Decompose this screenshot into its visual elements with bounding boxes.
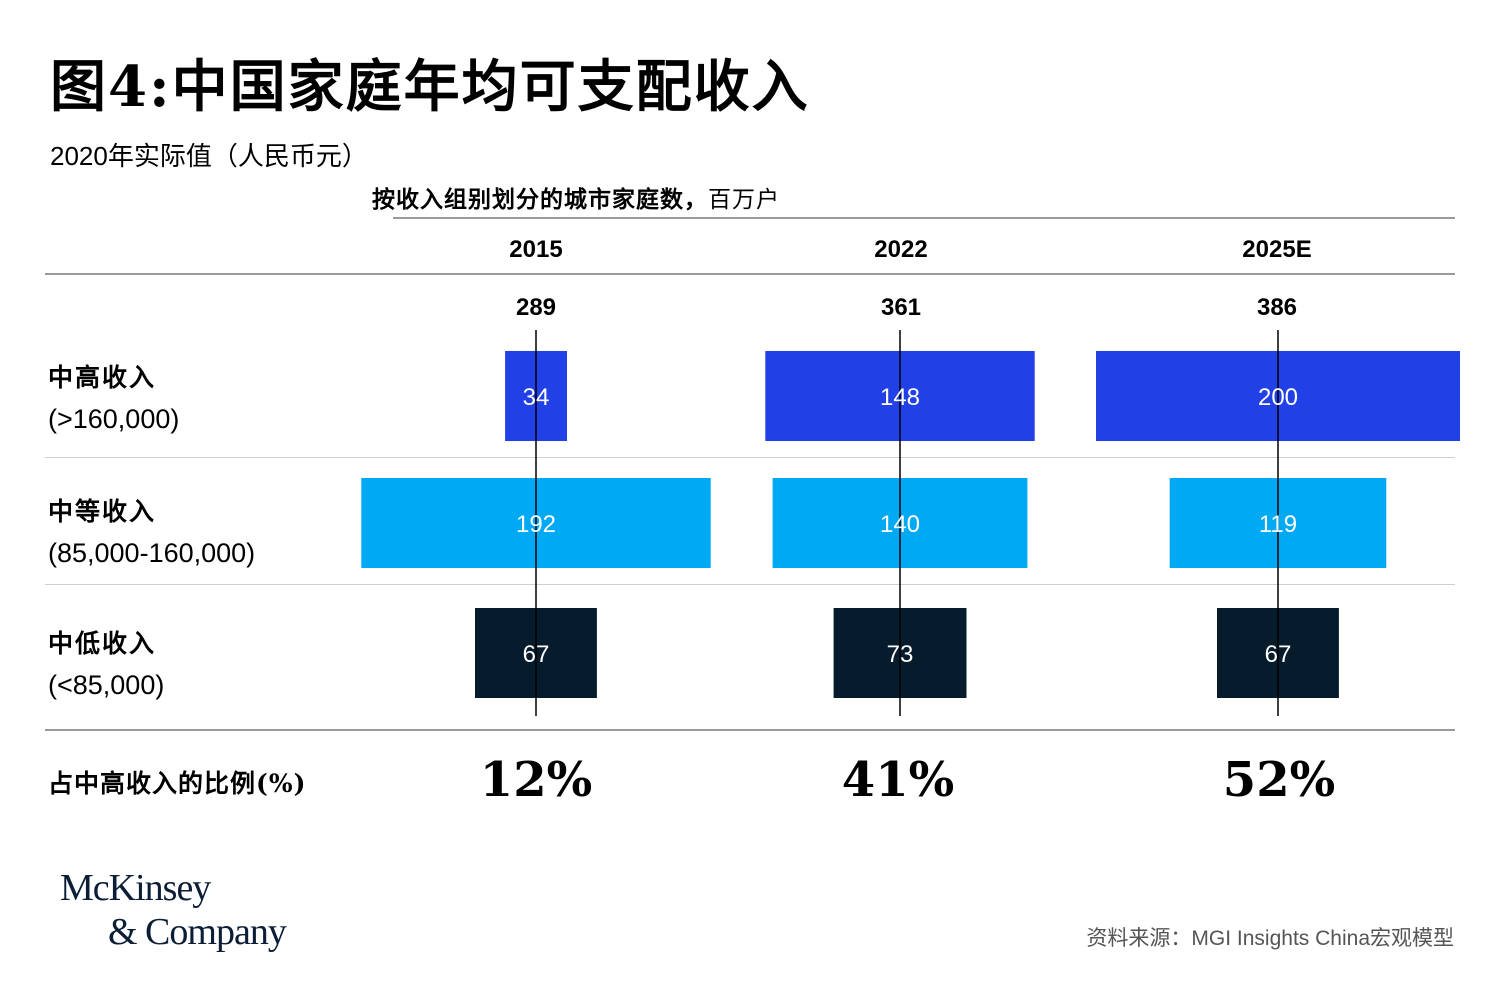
value-label-lower-middle-2015: 67 [523, 641, 550, 668]
row-divider-1 [45, 457, 1455, 458]
chart-title-text: 按收入组别划分的城市家庭数， [372, 186, 708, 213]
row-divider-2 [45, 584, 1455, 585]
value-label-middle-2015: 192 [516, 511, 556, 538]
header-bottom-rule [45, 273, 1455, 275]
value-label-middle-2022: 140 [880, 511, 920, 538]
value-label-middle-2025e: 119 [1259, 511, 1297, 538]
chart-unit: 百万户 [708, 187, 780, 213]
value-label-lower-middle-2022: 73 [887, 641, 914, 668]
row-range-lower-middle: (<85,000) [48, 670, 165, 700]
logo-line-1: McKinsey [60, 867, 211, 909]
share-2025e: 52% [1222, 752, 1336, 808]
header-top-rule [393, 217, 1455, 219]
source-note: 资料来源：MGI Insights China宏观模型 [1086, 927, 1454, 950]
year-label-2022: 2022 [874, 236, 928, 263]
value-label-upper-middle-2025e: 200 [1258, 384, 1298, 411]
value-label-lower-middle-2025e: 67 [1265, 641, 1292, 668]
share-2022: 41% [841, 752, 955, 808]
row-name-upper-middle: 中高收入 [48, 363, 157, 392]
year-label-2025e: 2025E [1242, 236, 1312, 263]
row-range-upper-middle: (>160,000) [48, 404, 180, 434]
page-title: 图4:中国家庭年均可支配收入 [50, 54, 810, 120]
value-label-upper-middle-2022: 148 [880, 384, 920, 411]
row-label-lower-middle: 中低收入 (<85,000) [48, 624, 164, 701]
logo-line-2: & Company [108, 911, 287, 953]
value-label-upper-middle-2015: 34 [523, 384, 550, 411]
page-subtitle: 2020年实际值（人民币元） [50, 141, 368, 171]
row-name-lower-middle: 中低收入 [48, 629, 157, 658]
share-rule [45, 729, 1455, 731]
row-name-middle: 中等收入 [48, 497, 157, 526]
share-2015: 12% [479, 752, 593, 808]
chart-title: 按收入组别划分的城市家庭数，百万户 [372, 180, 780, 214]
total-2022: 361 [880, 294, 922, 321]
mckinsey-logo: McKinsey & Company [60, 866, 287, 954]
year-label-2015: 2015 [509, 236, 563, 263]
row-label-upper-middle: 中高收入 (>160,000) [48, 358, 179, 435]
total-2025e: 386 [1256, 294, 1298, 321]
total-2015: 289 [515, 294, 557, 321]
row-label-middle: 中等收入 (85,000-160,000) [48, 492, 255, 569]
share-label: 占中高收入的比例(%) [48, 769, 307, 798]
row-range-middle: (85,000-160,000) [48, 538, 256, 568]
